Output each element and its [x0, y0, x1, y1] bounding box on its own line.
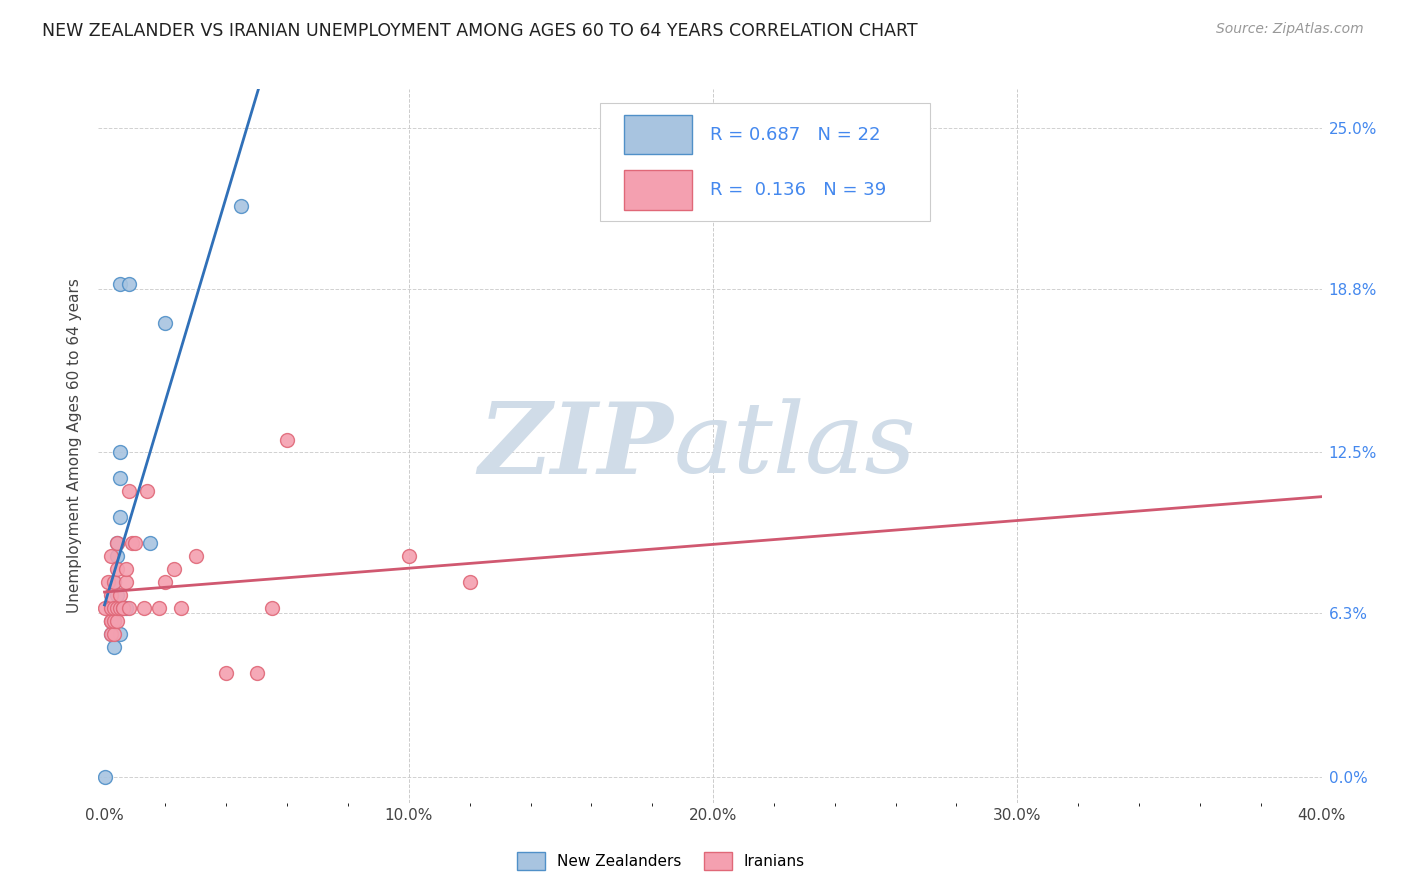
Point	[103, 627, 125, 641]
Point	[114, 562, 136, 576]
Point	[100, 627, 122, 641]
Point	[100, 627, 122, 641]
Text: R = 0.687   N = 22: R = 0.687 N = 22	[710, 126, 880, 144]
Point	[111, 601, 134, 615]
Text: NEW ZEALANDER VS IRANIAN UNEMPLOYMENT AMONG AGES 60 TO 64 YEARS CORRELATION CHAR: NEW ZEALANDER VS IRANIAN UNEMPLOYMENT AM…	[42, 22, 918, 40]
Point	[105, 536, 128, 550]
Point	[169, 601, 191, 615]
Point	[103, 575, 125, 590]
Point	[103, 614, 125, 628]
Point	[132, 601, 155, 615]
Text: R =  0.136   N = 39: R = 0.136 N = 39	[710, 181, 886, 199]
Point	[103, 575, 125, 590]
Point	[260, 601, 283, 615]
Point	[114, 601, 136, 615]
Point	[103, 614, 125, 628]
Point	[100, 614, 122, 628]
Point	[103, 607, 125, 621]
Point	[100, 601, 122, 615]
Point	[111, 601, 134, 615]
FancyBboxPatch shape	[624, 115, 692, 154]
Point	[108, 601, 131, 615]
Point	[96, 575, 118, 590]
Point	[105, 614, 128, 628]
Point	[105, 562, 128, 576]
Point	[108, 627, 131, 641]
Point	[118, 277, 141, 291]
Point	[93, 601, 115, 615]
Point	[114, 575, 136, 590]
Point	[103, 640, 125, 654]
Point	[108, 445, 131, 459]
Point	[155, 316, 177, 330]
Point	[398, 549, 420, 564]
Point	[276, 433, 298, 447]
Point	[108, 471, 131, 485]
Point	[105, 601, 128, 615]
Point	[118, 601, 141, 615]
Text: ZIP: ZIP	[478, 398, 673, 494]
Point	[458, 575, 481, 590]
Text: atlas: atlas	[673, 399, 917, 493]
Point	[121, 536, 143, 550]
Point	[100, 588, 122, 602]
Point	[100, 601, 122, 615]
Point	[93, 770, 115, 784]
Point	[124, 536, 146, 550]
Legend: New Zealanders, Iranians: New Zealanders, Iranians	[509, 845, 813, 877]
Point	[163, 562, 186, 576]
Text: Source: ZipAtlas.com: Source: ZipAtlas.com	[1216, 22, 1364, 37]
Point	[105, 588, 128, 602]
Point	[100, 614, 122, 628]
Point	[105, 536, 128, 550]
Point	[136, 484, 159, 499]
Point	[155, 575, 177, 590]
Point	[108, 588, 131, 602]
Point	[215, 666, 238, 681]
Point	[100, 614, 122, 628]
Point	[100, 549, 122, 564]
Point	[105, 601, 128, 615]
Point	[118, 484, 141, 499]
Point	[246, 666, 269, 681]
Point	[148, 601, 170, 615]
Point	[184, 549, 207, 564]
Point	[108, 277, 131, 291]
Point	[231, 199, 253, 213]
FancyBboxPatch shape	[600, 103, 931, 221]
Point	[139, 536, 162, 550]
Point	[108, 510, 131, 524]
FancyBboxPatch shape	[624, 170, 692, 210]
Y-axis label: Unemployment Among Ages 60 to 64 years: Unemployment Among Ages 60 to 64 years	[67, 278, 83, 614]
Point	[103, 601, 125, 615]
Point	[105, 549, 128, 564]
